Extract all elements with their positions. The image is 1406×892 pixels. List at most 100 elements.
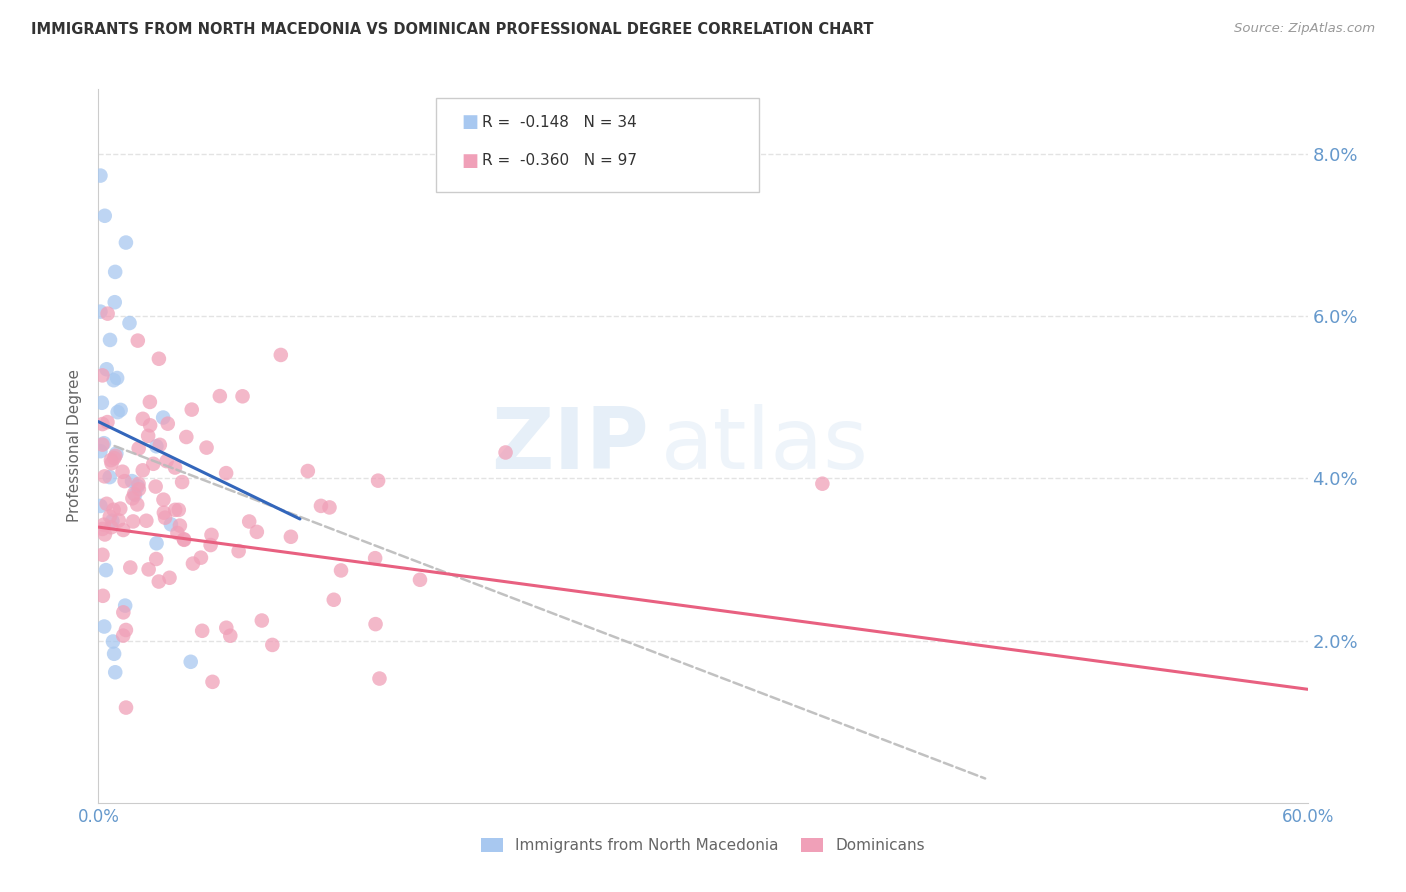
Legend: Immigrants from North Macedonia, Dominicans: Immigrants from North Macedonia, Dominic…: [475, 831, 931, 859]
Text: R =  -0.148   N = 34: R = -0.148 N = 34: [482, 115, 637, 129]
Point: [215, 466, 238, 480]
Point: [103, 451, 125, 466]
Point: [208, 389, 231, 403]
Point: [104, 665, 127, 680]
Point: [89, 499, 111, 513]
Point: [152, 492, 174, 507]
Point: [215, 621, 238, 635]
Point: [142, 457, 165, 471]
Point: [364, 551, 387, 566]
Text: ■: ■: [461, 113, 478, 131]
Point: [163, 460, 186, 475]
Text: Source: ZipAtlas.com: Source: ZipAtlas.com: [1234, 22, 1375, 36]
Point: [136, 429, 159, 443]
Point: [149, 438, 172, 452]
Point: [169, 518, 191, 533]
Point: [96, 415, 118, 429]
Point: [135, 514, 157, 528]
Point: [94, 209, 117, 223]
Point: [127, 479, 149, 493]
Point: [97, 307, 120, 321]
Point: [166, 526, 188, 541]
Point: [110, 403, 132, 417]
Point: [180, 402, 202, 417]
Point: [191, 624, 214, 638]
Point: [172, 475, 194, 489]
Point: [107, 513, 129, 527]
Point: [120, 560, 142, 574]
Point: [112, 605, 135, 619]
Text: atlas: atlas: [661, 404, 869, 488]
Point: [100, 520, 122, 534]
Point: [98, 333, 121, 347]
Point: [115, 700, 138, 714]
Point: [103, 647, 125, 661]
Point: [153, 510, 176, 524]
Point: [367, 474, 389, 488]
Point: [101, 634, 124, 648]
Point: [104, 449, 127, 463]
Point: [90, 396, 112, 410]
Point: [139, 395, 162, 409]
Text: ■: ■: [461, 152, 478, 169]
Point: [219, 629, 242, 643]
Point: [107, 405, 129, 419]
Point: [148, 574, 170, 589]
Y-axis label: Professional Degree: Professional Degree: [67, 369, 83, 523]
Point: [181, 557, 204, 571]
Point: [115, 235, 138, 250]
Point: [330, 564, 353, 578]
Point: [91, 417, 114, 431]
Point: [145, 536, 167, 550]
Point: [145, 552, 167, 566]
Point: [98, 509, 121, 524]
Point: [93, 619, 115, 633]
Point: [89, 444, 111, 458]
Point: [152, 410, 174, 425]
Point: [114, 599, 136, 613]
Point: [297, 464, 319, 478]
Point: [201, 674, 224, 689]
Point: [173, 533, 195, 547]
Point: [112, 629, 135, 643]
Point: [91, 368, 114, 383]
Point: [167, 503, 190, 517]
Point: [132, 412, 155, 426]
Point: [139, 418, 162, 433]
Text: IMMIGRANTS FROM NORTH MACEDONIA VS DOMINICAN PROFESSIONAL DEGREE CORRELATION CHA: IMMIGRANTS FROM NORTH MACEDONIA VS DOMIN…: [31, 22, 873, 37]
Point: [112, 523, 135, 537]
Point: [165, 503, 187, 517]
Point: [322, 592, 344, 607]
Point: [105, 446, 128, 460]
Point: [96, 497, 118, 511]
Point: [104, 265, 127, 279]
Point: [127, 334, 149, 348]
Point: [118, 316, 141, 330]
Point: [176, 430, 198, 444]
Point: [103, 373, 125, 387]
Point: [100, 453, 122, 467]
Point: [180, 655, 202, 669]
Point: [122, 486, 145, 500]
Point: [91, 522, 114, 536]
Point: [128, 476, 150, 491]
Point: [128, 442, 150, 456]
Point: [238, 515, 260, 529]
Point: [121, 474, 143, 488]
Point: [190, 550, 212, 565]
Point: [94, 527, 117, 541]
Point: [159, 571, 181, 585]
Point: [89, 304, 111, 318]
Point: [89, 169, 111, 183]
Point: [105, 371, 128, 385]
Point: [309, 499, 332, 513]
Point: [124, 488, 146, 502]
Point: [96, 362, 118, 376]
Point: [91, 437, 114, 451]
Point: [409, 573, 432, 587]
Point: [280, 530, 302, 544]
Point: [101, 514, 124, 528]
Point: [148, 351, 170, 366]
Point: [145, 439, 167, 453]
Point: [132, 463, 155, 477]
